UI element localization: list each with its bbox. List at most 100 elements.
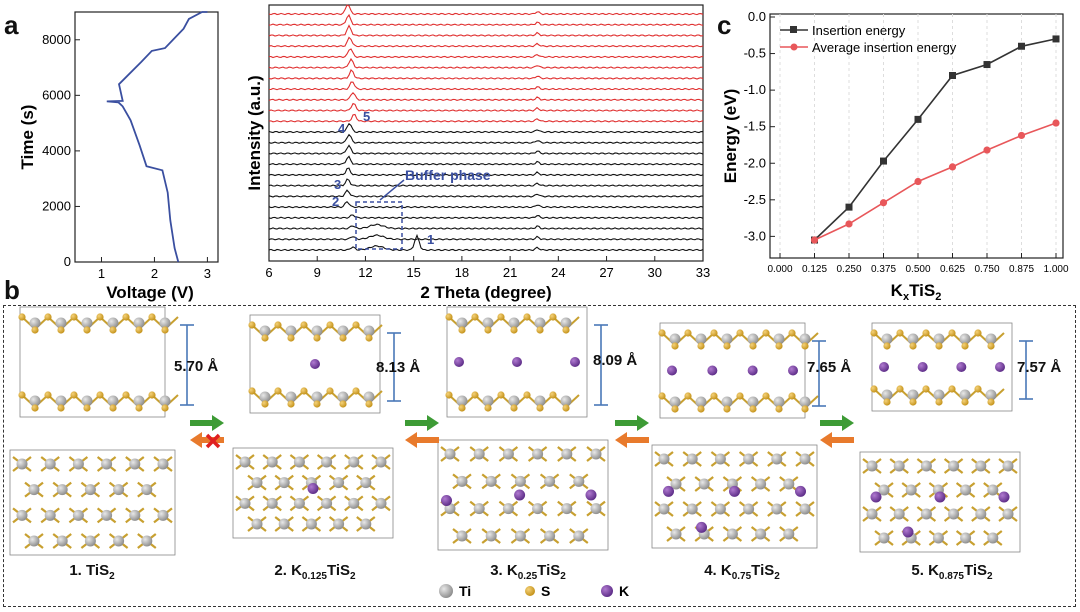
- formula-subscript: 2: [774, 571, 780, 582]
- structure-5: [859, 322, 1033, 553]
- k-atom: [585, 489, 597, 501]
- k-atom: [917, 362, 928, 372]
- xrd-pattern-black: [268, 233, 704, 252]
- s-atom: [922, 385, 930, 393]
- s-atom: [365, 334, 373, 342]
- k-atom: [879, 362, 889, 372]
- ti-atom: [907, 389, 919, 401]
- ti-atom: [133, 395, 145, 407]
- peak-label-5: 5: [363, 109, 370, 124]
- ti-atom: [773, 333, 785, 345]
- chart-a-ytick-label: 4000: [42, 143, 71, 158]
- ti-atom: [799, 396, 811, 408]
- ti-atom: [456, 530, 468, 542]
- ti-atom: [686, 453, 698, 465]
- ti-atom: [747, 396, 759, 408]
- ti-atom: [311, 391, 323, 403]
- ti-atom: [348, 497, 360, 509]
- s-atom: [57, 404, 65, 412]
- ti-atom: [721, 396, 733, 408]
- s-atom: [96, 313, 104, 321]
- unit-cell-bottom: [859, 451, 1021, 553]
- average-energy-point: [948, 163, 957, 171]
- xrd-pattern-red: [268, 24, 704, 37]
- s-atom: [445, 391, 453, 399]
- s-atom: [562, 326, 570, 334]
- ti-atom: [959, 389, 971, 401]
- s-atom: [549, 391, 557, 399]
- xrd-pattern-red: [268, 13, 704, 26]
- s-atom: [287, 400, 295, 408]
- chart-b-xtick-label: 6: [265, 265, 272, 280]
- ti-atom: [698, 478, 710, 490]
- xrd-pattern-red: [268, 81, 704, 91]
- unit-cell-top: [871, 322, 1013, 412]
- ti-atom: [502, 448, 514, 460]
- s-atom: [261, 334, 269, 342]
- ti-atom: [375, 497, 387, 509]
- formula-part: 1. TiS: [69, 562, 110, 579]
- ti-atom: [285, 325, 297, 337]
- formula-subscript: 2: [109, 571, 115, 582]
- chart-c-ytick-label: -0.5: [744, 46, 766, 61]
- s-atom: [122, 313, 130, 321]
- xrd-pattern-black: [268, 234, 704, 241]
- ti-atom: [658, 503, 670, 515]
- peak-label-3: 3: [334, 177, 341, 192]
- ti-atom: [960, 532, 972, 544]
- s-atom: [948, 385, 956, 393]
- k-atom: [998, 491, 1010, 503]
- unit-cell-top: [19, 306, 166, 418]
- ti-atom: [444, 448, 456, 460]
- structure-label-4: 4. K0.75TiS2: [652, 562, 832, 582]
- k-atom: [870, 491, 882, 503]
- s-atom: [261, 400, 269, 408]
- s-atom: [549, 313, 557, 321]
- s-atom: [775, 405, 783, 413]
- s-atom: [658, 329, 666, 337]
- s-atom: [445, 313, 453, 321]
- ti-atom: [960, 484, 972, 496]
- ti-atom: [278, 477, 290, 489]
- interlayer-distance-1: 5.70 Å: [174, 358, 219, 375]
- s-atom: [775, 342, 783, 350]
- chart-c-series-line: [814, 122, 1057, 241]
- ti-atom: [669, 396, 681, 408]
- chart-c-xtick-label: 0.125: [802, 264, 827, 275]
- ti-atom: [113, 535, 125, 547]
- ti-atom: [933, 333, 945, 345]
- s-atom: [70, 391, 78, 399]
- backward-arrow: [820, 432, 854, 448]
- s-atom: [471, 391, 479, 399]
- s-atom: [274, 387, 282, 395]
- ti-atom: [293, 456, 305, 468]
- formula-subscript: 0.75: [731, 571, 752, 582]
- ti-atom: [714, 503, 726, 515]
- chart-c-ytick-label: -3.0: [744, 228, 766, 243]
- s-atom: [870, 385, 878, 393]
- ti-atom: [773, 396, 785, 408]
- formula-subscript: 0.25: [517, 571, 538, 582]
- ti-atom: [321, 497, 333, 509]
- chart-c-xtick-label: 0.500: [905, 264, 930, 275]
- ti-atom: [239, 497, 251, 509]
- ti-atom: [84, 535, 96, 547]
- ti-atom: [669, 333, 681, 345]
- chart-c-xtick-label: 0.250: [836, 264, 861, 275]
- chart-c-xtick-label: 0.625: [940, 264, 965, 275]
- s-atom: [300, 387, 308, 395]
- interlayer-distance-2: 8.13 Å: [376, 359, 421, 376]
- ti-atom: [726, 528, 738, 540]
- ti-atom: [363, 391, 375, 403]
- insertion-energy-point: [1018, 42, 1025, 50]
- ti-atom: [363, 325, 375, 337]
- ti-atom: [893, 508, 905, 520]
- ti-atom: [482, 317, 494, 329]
- ti-atom: [878, 532, 890, 544]
- ti-atom: [266, 456, 278, 468]
- k-atom: [788, 365, 798, 376]
- ti-atom: [878, 484, 890, 496]
- ti-atom: [975, 460, 987, 472]
- k-atom: [934, 491, 946, 503]
- s-atom: [31, 404, 39, 412]
